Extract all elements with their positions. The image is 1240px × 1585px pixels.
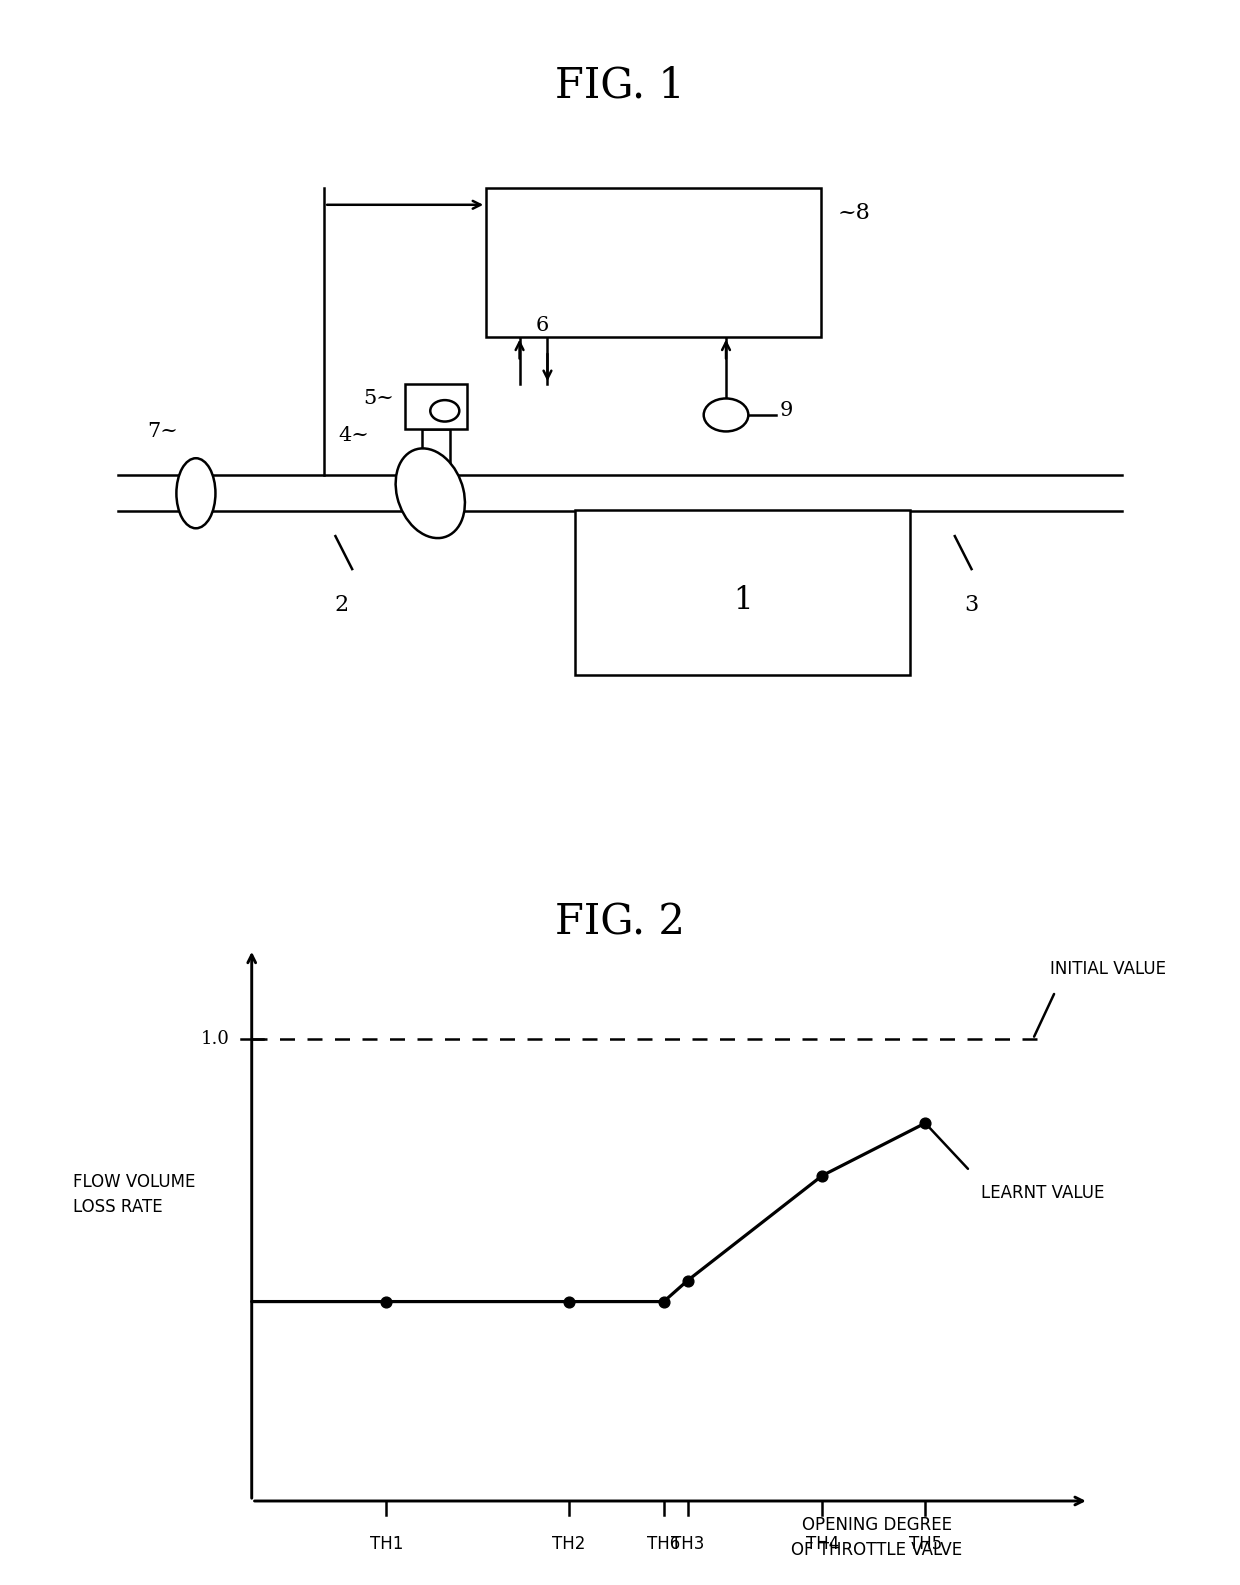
- Text: 9: 9: [780, 401, 792, 420]
- Ellipse shape: [396, 449, 465, 537]
- Text: LEARNT VALUE: LEARNT VALUE: [981, 1184, 1105, 1203]
- Point: [812, 1163, 832, 1189]
- Text: 3: 3: [965, 594, 978, 617]
- Point: [915, 1111, 935, 1136]
- Text: 4~: 4~: [339, 426, 370, 445]
- Text: FLOW VOLUME
LOSS RATE: FLOW VOLUME LOSS RATE: [73, 1173, 196, 1216]
- Text: 1: 1: [733, 585, 753, 617]
- Text: 7~: 7~: [148, 422, 177, 441]
- Circle shape: [430, 399, 459, 422]
- Circle shape: [703, 398, 749, 431]
- Bar: [486, 189, 821, 336]
- Bar: [405, 384, 466, 430]
- Text: 5~: 5~: [363, 388, 394, 407]
- Text: 6: 6: [536, 315, 548, 334]
- Point: [677, 1268, 697, 1293]
- Ellipse shape: [176, 458, 216, 528]
- Text: FIG. 1: FIG. 1: [556, 65, 684, 106]
- Bar: [575, 510, 910, 675]
- Text: 2: 2: [334, 594, 348, 617]
- Text: TH3: TH3: [671, 1534, 704, 1553]
- Text: ~8: ~8: [837, 201, 870, 223]
- Text: FIG. 2: FIG. 2: [556, 902, 684, 943]
- Text: TH6: TH6: [647, 1534, 681, 1553]
- Bar: [422, 430, 450, 471]
- Text: 1.0: 1.0: [201, 1030, 229, 1048]
- Point: [377, 1289, 397, 1314]
- Point: [559, 1289, 579, 1314]
- Text: TH2: TH2: [552, 1534, 585, 1553]
- Text: INITIAL VALUE: INITIAL VALUE: [1049, 961, 1166, 978]
- Text: TH4: TH4: [806, 1534, 838, 1553]
- Text: TH1: TH1: [370, 1534, 403, 1553]
- Text: TH5: TH5: [909, 1534, 942, 1553]
- Text: OPENING DEGREE
OF THROTTLE VALVE: OPENING DEGREE OF THROTTLE VALVE: [791, 1515, 962, 1560]
- Point: [653, 1289, 673, 1314]
